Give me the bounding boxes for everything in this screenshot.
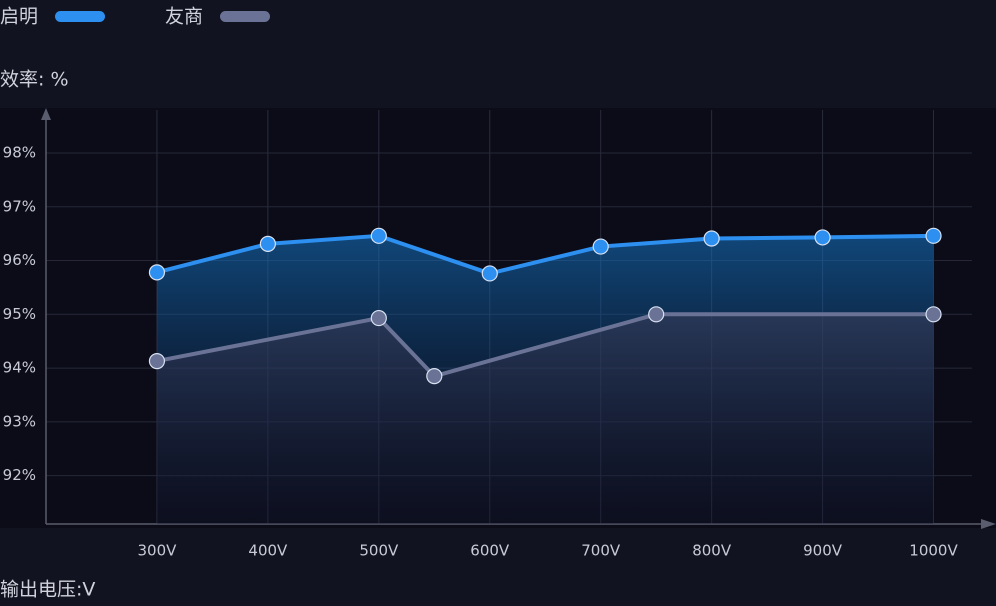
x-axis-label: 输出电压:V <box>0 579 95 601</box>
legend-label: 启明 <box>0 6 38 28</box>
y-tick-label: 95% <box>3 305 36 323</box>
x-tick-label: 700V <box>581 542 621 560</box>
point <box>592 238 609 255</box>
x-axis-arrow <box>981 519 996 529</box>
point <box>370 309 387 327</box>
point <box>814 229 831 246</box>
y-tick-label: 94% <box>3 359 36 377</box>
y-axis-label: 效率: % <box>0 69 69 91</box>
point <box>259 235 276 252</box>
point <box>648 306 665 323</box>
point <box>703 230 720 247</box>
y-tick-label: 93% <box>3 412 36 430</box>
y-tick-label: 96% <box>3 251 36 269</box>
x-tick-label: 400V <box>248 542 288 560</box>
point <box>148 352 166 370</box>
point <box>925 227 942 244</box>
legend-swatch <box>55 11 105 22</box>
x-tick-label: 300V <box>137 542 177 560</box>
point <box>925 306 942 323</box>
x-tick-label: 900V <box>803 542 843 560</box>
point <box>426 368 443 385</box>
line <box>156 233 934 276</box>
y-axis-arrow <box>41 108 51 120</box>
x-tick-label: 1000V <box>909 542 958 560</box>
area <box>156 314 934 524</box>
point <box>148 264 166 281</box>
point <box>370 227 387 244</box>
y-tick-label: 92% <box>3 466 36 484</box>
y-tick-label: 98% <box>3 144 36 162</box>
legend-swatch <box>220 11 270 22</box>
y-tick-label: 97% <box>3 197 36 215</box>
x-tick-label: 600V <box>470 542 510 560</box>
point <box>481 265 498 282</box>
x-tick-label: 800V <box>692 542 732 560</box>
x-tick-label: 500V <box>359 542 399 560</box>
legend-label: 友商 <box>165 6 203 28</box>
